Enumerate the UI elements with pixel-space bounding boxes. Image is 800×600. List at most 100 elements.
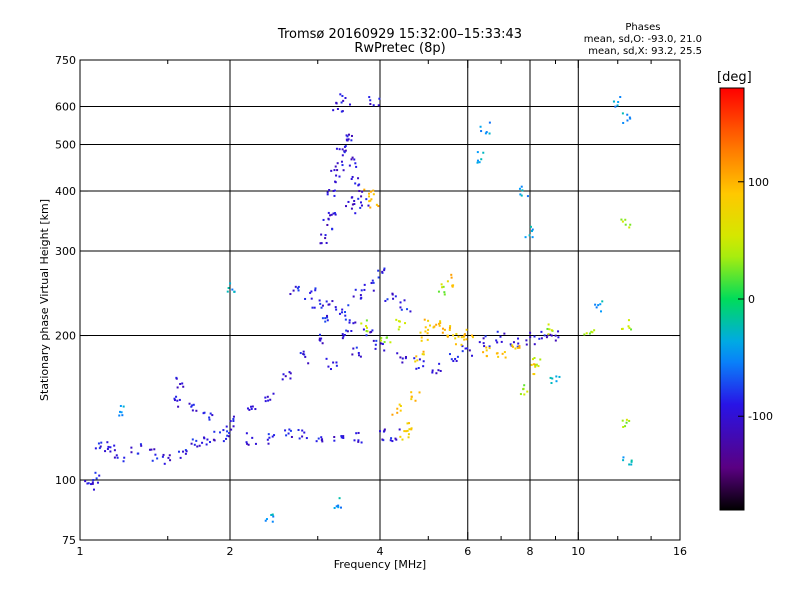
data-point: [365, 334, 368, 337]
data-point: [120, 411, 123, 414]
data-point: [516, 345, 519, 348]
x-tick-label: 8: [527, 545, 534, 558]
data-point: [448, 326, 451, 329]
data-point: [351, 203, 354, 206]
data-point: [399, 405, 402, 408]
data-point: [232, 425, 235, 428]
data-point: [98, 474, 101, 477]
data-point: [628, 419, 631, 422]
data-point: [426, 338, 429, 341]
data-point: [333, 189, 336, 192]
data-point: [177, 450, 180, 453]
data-point: [185, 450, 188, 453]
data-point: [372, 104, 375, 107]
data-point: [320, 306, 323, 309]
data-point: [482, 342, 485, 345]
data-point: [225, 425, 228, 428]
x-axis-label: Frequency [MHz]: [334, 558, 426, 571]
data-point: [554, 339, 557, 342]
data-point: [122, 460, 125, 463]
data-point: [195, 409, 198, 412]
data-point: [628, 116, 631, 119]
data-point: [331, 228, 334, 231]
data-point: [433, 325, 436, 328]
data-point: [353, 203, 356, 206]
data-point: [119, 404, 122, 407]
data-point: [122, 405, 125, 408]
data-point: [318, 337, 321, 340]
data-point: [391, 292, 394, 295]
data-point: [622, 121, 625, 124]
data-point: [232, 419, 235, 422]
data-point: [627, 325, 630, 328]
data-point: [333, 435, 336, 438]
data-point: [594, 303, 597, 306]
data-point: [332, 109, 335, 112]
data-point: [443, 291, 446, 294]
data-point: [99, 445, 102, 448]
data-point: [348, 319, 351, 322]
y-tick-label: 600: [55, 101, 76, 114]
data-point: [374, 343, 377, 346]
data-point: [342, 435, 345, 438]
data-point: [335, 308, 338, 311]
data-point: [363, 283, 366, 286]
data-point: [341, 308, 344, 311]
data-point: [517, 337, 520, 340]
data-point: [302, 353, 305, 356]
data-point: [550, 329, 553, 332]
data-point: [503, 351, 506, 354]
data-point: [359, 294, 362, 297]
data-point: [593, 329, 596, 332]
data-point: [521, 189, 524, 192]
data-point: [333, 194, 336, 197]
data-point: [406, 422, 409, 425]
data-point: [179, 456, 182, 459]
data-point: [417, 366, 420, 369]
data-point: [251, 436, 254, 439]
data-point: [366, 330, 369, 333]
data-point: [630, 463, 633, 466]
data-point: [156, 457, 159, 460]
data-point: [359, 201, 362, 204]
data-point: [368, 192, 371, 195]
data-point: [104, 450, 107, 453]
data-point: [399, 435, 402, 438]
data-point: [550, 381, 553, 384]
data-point: [438, 322, 441, 325]
data-point: [446, 280, 449, 283]
data-point: [226, 290, 229, 293]
data-point: [307, 362, 310, 365]
data-point: [431, 369, 434, 372]
data-point: [372, 281, 375, 284]
data-point: [226, 430, 229, 433]
data-point: [318, 299, 321, 302]
data-point: [629, 117, 632, 120]
data-point: [326, 193, 329, 196]
data-point: [396, 411, 399, 414]
data-point: [555, 375, 558, 378]
data-point: [470, 334, 473, 337]
data-point: [321, 440, 324, 443]
data-point: [348, 164, 351, 167]
data-point: [540, 337, 543, 340]
data-point: [452, 360, 455, 363]
data-point: [426, 332, 429, 335]
data-point: [380, 339, 383, 342]
data-point: [321, 304, 324, 307]
data-point: [346, 330, 349, 333]
data-point: [339, 93, 342, 96]
data-point: [595, 306, 598, 309]
data-point: [495, 352, 498, 355]
data-point: [529, 225, 532, 228]
data-point: [395, 438, 398, 441]
data-point: [173, 399, 176, 402]
data-point: [321, 438, 324, 441]
data-point: [410, 391, 413, 394]
phase-stats-o: mean, sd,O: -93.0, 21.0: [583, 34, 702, 45]
data-point: [437, 290, 440, 293]
data-point: [617, 101, 620, 104]
data-point: [614, 105, 617, 108]
data-point: [303, 431, 306, 434]
data-point: [471, 336, 474, 339]
